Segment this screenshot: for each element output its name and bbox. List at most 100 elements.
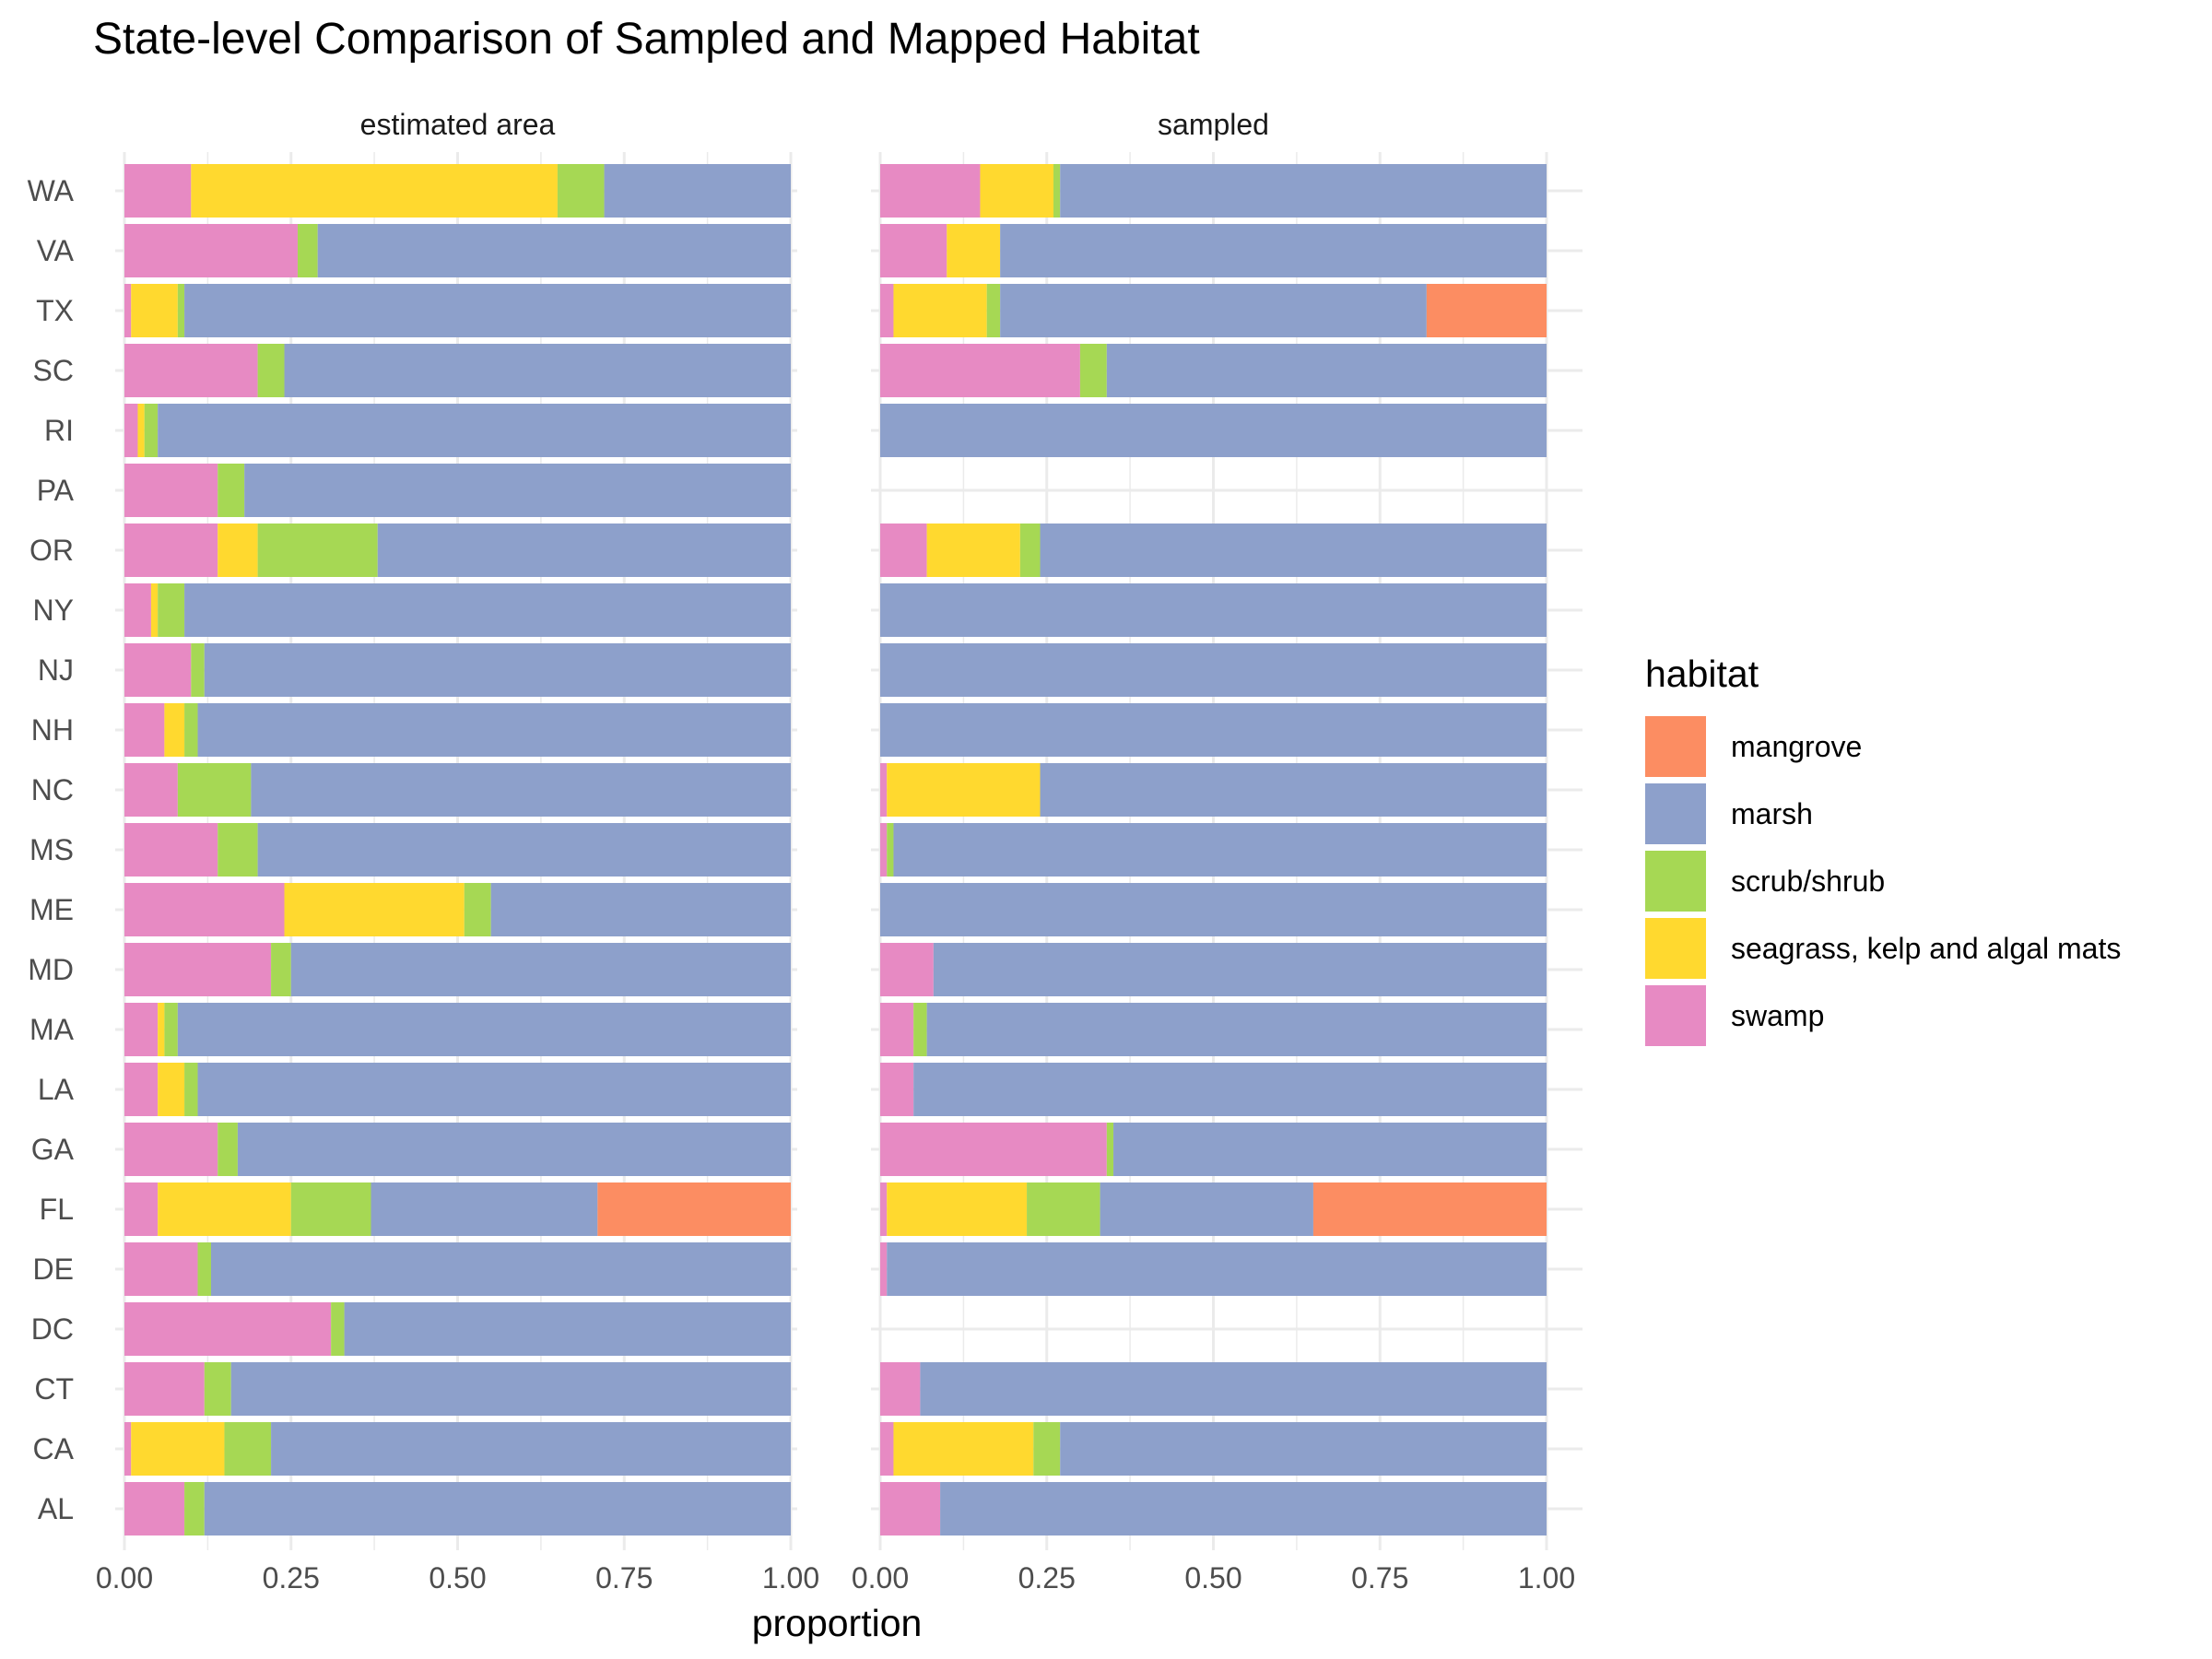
bar-segment-me-seagrass-kelp-and-algal-mats [284, 883, 465, 936]
y-tick-label: GA [31, 1133, 75, 1166]
bar-segment-or-marsh [377, 524, 791, 577]
bar-segment-tx-marsh [184, 284, 791, 337]
bar-segment-md-swamp [880, 943, 934, 996]
bar-segment-ma-seagrass-kelp-and-algal-mats [158, 1003, 165, 1056]
bar-segment-de-marsh [887, 1242, 1547, 1296]
bar-segment-wa-marsh [1060, 164, 1547, 218]
bar-segment-al-scrub-shrub [184, 1482, 205, 1535]
bar-segment-md-marsh [290, 943, 791, 996]
bar-segment-la-swamp [124, 1063, 159, 1116]
y-tick-label: LA [38, 1073, 75, 1106]
x-tick-label: 1.00 [1518, 1561, 1575, 1594]
bar-segment-al-marsh [940, 1482, 1547, 1535]
bar-segment-sc-scrub-shrub [257, 344, 285, 397]
bar-segment-wa-scrub-shrub [557, 164, 605, 218]
bar-segment-nc-seagrass-kelp-and-algal-mats [887, 763, 1041, 817]
x-tick-label: 0.25 [1018, 1561, 1076, 1594]
bar-segment-fl-swamp [124, 1182, 159, 1236]
y-tick-label: FL [40, 1193, 74, 1226]
bar-segment-ny-marsh [184, 583, 791, 637]
bar-segment-sc-marsh [1106, 344, 1547, 397]
bar-segment-fl-mangrove [1312, 1182, 1547, 1236]
bar-segment-de-swamp [124, 1242, 198, 1296]
bar-segment-or-scrub-shrub [257, 524, 378, 577]
x-tick-label: 0.50 [429, 1561, 486, 1594]
y-tick-label: MA [29, 1013, 75, 1046]
bar-segment-tx-mangrove [1426, 284, 1547, 337]
y-tick-label: CA [33, 1432, 75, 1465]
bar-segment-ms-swamp [880, 823, 888, 877]
bar-segment-wa-scrub-shrub [1053, 164, 1061, 218]
bar-segment-fl-marsh [1100, 1182, 1313, 1236]
bar-segment-ma-marsh [177, 1003, 792, 1056]
bar-segment-md-marsh [933, 943, 1547, 996]
bar-segment-or-marsh [1040, 524, 1547, 577]
bar-segment-nh-seagrass-kelp-and-algal-mats [164, 703, 185, 757]
y-tick-label: AL [38, 1492, 74, 1525]
bar-segment-ca-swamp [124, 1422, 132, 1476]
facet-panel-0: estimated area 0.00 0.25 0.50 0.75 1.00 [96, 108, 819, 1594]
bar-segment-wa-seagrass-kelp-and-algal-mats [980, 164, 1053, 218]
bar-segment-fl-mangrove [597, 1182, 791, 1236]
bar-segment-ga-scrub-shrub [218, 1123, 238, 1176]
bar-segment-ca-marsh [271, 1422, 791, 1476]
bar-segment-ga-swamp [124, 1123, 218, 1176]
bar-segment-ca-scrub-shrub [224, 1422, 272, 1476]
bar-segment-me-swamp [124, 883, 285, 936]
bar-segment-pa-swamp [124, 464, 218, 517]
bar-segment-md-scrub-shrub [271, 943, 291, 996]
bar-segment-nh-marsh [197, 703, 791, 757]
bar-segment-nj-swamp [124, 643, 192, 697]
bar-segment-me-scrub-shrub [464, 883, 491, 936]
bar-segment-or-swamp [124, 524, 218, 577]
bar-segment-ga-swamp [880, 1123, 1107, 1176]
bar-segment-ny-scrub-shrub [158, 583, 185, 637]
bar-segment-va-marsh [317, 224, 791, 277]
bar-segment-nj-scrub-shrub [191, 643, 205, 697]
y-tick-label: RI [44, 414, 74, 447]
bar-segment-ms-scrub-shrub [887, 823, 894, 877]
bar-segment-wa-seagrass-kelp-and-algal-mats [191, 164, 558, 218]
legend-label: marsh [1731, 797, 1813, 830]
x-tick-label: 0.00 [96, 1561, 153, 1594]
bar-segment-de-marsh [210, 1242, 792, 1296]
bar-segment-de-swamp [880, 1242, 888, 1296]
x-tick-label: 0.50 [1184, 1561, 1241, 1594]
bar-segment-tx-seagrass-kelp-and-algal-mats [893, 284, 987, 337]
bar-segment-va-seagrass-kelp-and-algal-mats [947, 224, 1001, 277]
bar-segment-ma-swamp [880, 1003, 914, 1056]
legend-label: seagrass, kelp and algal mats [1731, 932, 2121, 965]
bar-segment-ms-marsh [893, 823, 1547, 877]
legend-label: mangrove [1731, 730, 1862, 763]
bar-segment-nh-scrub-shrub [184, 703, 198, 757]
y-tick-label: MS [29, 833, 74, 866]
bar-segment-pa-marsh [244, 464, 791, 517]
legend-swatch [1645, 716, 1706, 777]
bar-segment-la-swamp [880, 1063, 914, 1116]
bar-segment-or-seagrass-kelp-and-algal-mats [218, 524, 258, 577]
y-tick-label: VA [37, 234, 75, 267]
bar-segment-fl-swamp [880, 1182, 888, 1236]
bar-segment-sc-marsh [284, 344, 791, 397]
legend-swatch [1645, 918, 1706, 979]
bar-segment-wa-swamp [124, 164, 192, 218]
bar-segment-nc-swamp [124, 763, 178, 817]
x-tick-label: 0.75 [595, 1561, 653, 1594]
bar-segment-ma-marsh [926, 1003, 1547, 1056]
bar-segment-nc-swamp [880, 763, 888, 817]
bar-segment-al-marsh [204, 1482, 791, 1535]
bar-segment-tx-swamp [880, 284, 894, 337]
bar-segment-ri-seagrass-kelp-and-algal-mats [137, 404, 145, 457]
bar-segment-la-scrub-shrub [184, 1063, 198, 1116]
bar-segment-nc-marsh [1040, 763, 1547, 817]
bar-segment-or-seagrass-kelp-and-algal-mats [926, 524, 1020, 577]
legend-swatch [1645, 985, 1706, 1046]
bar-segment-fl-seagrass-kelp-and-algal-mats [887, 1182, 1028, 1236]
bar-segment-sc-swamp [124, 344, 258, 397]
x-tick-label: 0.00 [852, 1561, 909, 1594]
chart-title: State-level Comparison of Sampled and Ma… [93, 15, 1200, 64]
y-tick-label: OR [29, 534, 74, 567]
bar-segment-ca-swamp [880, 1422, 894, 1476]
bar-segment-fl-scrub-shrub [290, 1182, 371, 1236]
